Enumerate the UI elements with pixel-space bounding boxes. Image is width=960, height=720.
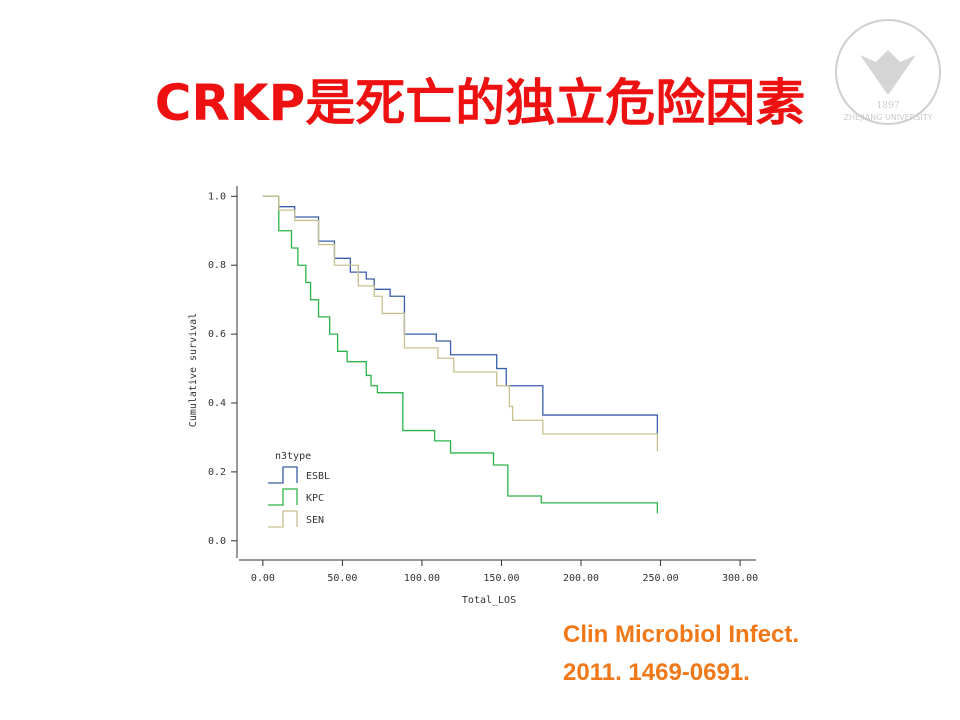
survival-line — [262, 195, 659, 452]
legend-swatch — [268, 466, 298, 484]
logo-year: 1897 — [877, 101, 900, 111]
citation-line: 2011. 1469-0691. — [563, 659, 750, 686]
logo-ring — [835, 19, 941, 125]
y-tick-label: 0.0 — [208, 536, 226, 547]
legend-title: n3type — [275, 451, 311, 462]
x-tick-label: 100.00 — [404, 573, 440, 584]
legend-label: SEN — [306, 515, 324, 526]
legend-swatch — [268, 510, 298, 528]
legend-label: KPC — [306, 493, 324, 504]
logo-emblem — [860, 50, 916, 95]
x-tick-label: 300.00 — [722, 573, 758, 584]
y-tick-label: 0.8 — [208, 260, 226, 271]
x-tick-label: 50.00 — [327, 573, 357, 584]
logo-name: ZHEJIANG UNIVERSITY — [844, 113, 933, 122]
legend-label: ESBL — [306, 471, 330, 482]
x-tick-label: 200.00 — [563, 573, 599, 584]
x-axis-label: Total_LOS — [462, 595, 516, 606]
y-tick-label: 0.2 — [208, 467, 226, 478]
y-axis-label: Cumulative survival — [188, 313, 199, 427]
legend-swatch — [268, 488, 298, 506]
x-tick-label: 150.00 — [483, 573, 519, 584]
y-tick-label: 1.0 — [208, 191, 226, 202]
logo: 1897 ZHEJIANG UNIVERSITY — [835, 19, 941, 125]
citation-line: Clin Microbiol Infect. — [563, 621, 799, 648]
survival-line — [262, 195, 659, 514]
x-tick-label: 250.00 — [642, 573, 678, 584]
survival-line — [262, 195, 659, 434]
y-tick-label: 0.6 — [208, 329, 226, 340]
x-tick-label: 0.00 — [251, 573, 275, 584]
slide-title: CRKP是死亡的独立危险因素 — [155, 74, 806, 132]
y-tick-label: 0.4 — [208, 398, 226, 409]
